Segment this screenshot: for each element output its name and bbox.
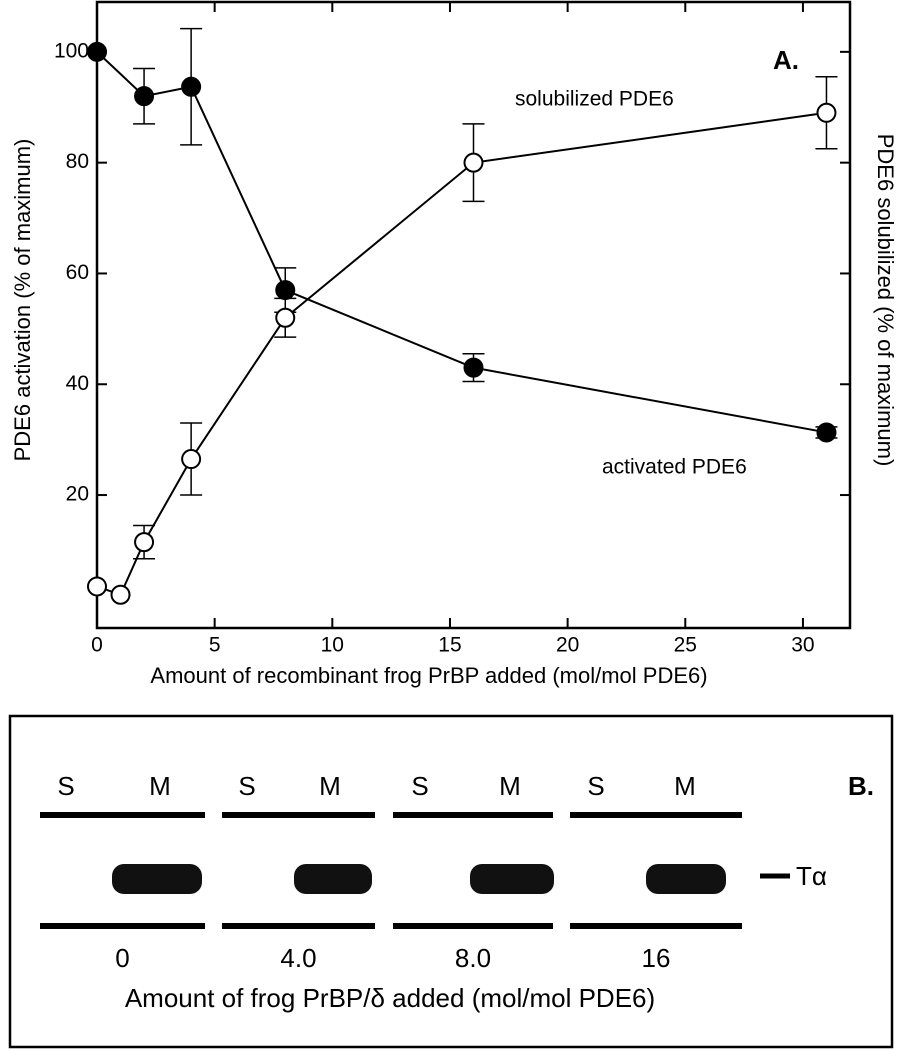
- blot-band: [646, 864, 726, 894]
- lane-m-label: M: [499, 771, 521, 801]
- lane-s-label: S: [587, 771, 604, 801]
- lane-m-label: M: [319, 771, 341, 801]
- x-tick-label: 20: [556, 634, 579, 657]
- lane-m-label: M: [674, 771, 696, 801]
- lane-amount: 0: [115, 943, 129, 973]
- panel-label: B.: [848, 771, 874, 801]
- series-label: activated PDE6: [602, 456, 747, 479]
- y-tick-label: 100: [54, 39, 89, 62]
- data-point: [134, 86, 155, 107]
- y-tick-label: 20: [66, 483, 89, 506]
- lane-s-label: S: [57, 771, 74, 801]
- data-point: [463, 357, 484, 378]
- lane-amount: 8.0: [455, 943, 491, 973]
- series-line: [96, 111, 827, 597]
- lane-s-label: S: [238, 771, 255, 801]
- x-tick-label: 15: [438, 634, 461, 657]
- plot-frame: [95, 0, 852, 630]
- panel-label: A.: [773, 45, 799, 75]
- panel-b-frame: [8, 714, 894, 1049]
- data-point: [816, 422, 837, 443]
- y-tick-label: 80: [66, 150, 89, 173]
- data-point: [275, 307, 296, 328]
- y-tick-label: 40: [66, 372, 89, 395]
- blot-band: [470, 864, 554, 894]
- data-point: [134, 532, 155, 553]
- x-tick-label: 10: [321, 634, 344, 657]
- data-point: [181, 76, 202, 97]
- series-line: [96, 51, 827, 434]
- x-tick-label: 30: [791, 634, 814, 657]
- data-point: [463, 152, 484, 173]
- band-label: Tα: [796, 861, 827, 891]
- x-tick-label: 5: [209, 634, 221, 657]
- data-point: [87, 576, 107, 597]
- x-tick-label: 0: [91, 634, 103, 657]
- blot-band: [294, 864, 372, 894]
- series-label: solubilized PDE6: [515, 88, 674, 111]
- y2-axis-label: PDE6 solubilized (% of maximum): [873, 134, 898, 467]
- blot-band: [112, 864, 202, 894]
- x-axis-label: Amount of recombinant frog PrBP added (m…: [150, 663, 707, 688]
- x-tick-label: 25: [674, 634, 697, 657]
- data-point: [275, 280, 296, 301]
- y-tick-label: 60: [66, 261, 89, 284]
- y-axis-label: PDE6 activation (% of maximum): [10, 139, 35, 462]
- data-point: [181, 449, 202, 470]
- lane-amount: 4.0: [280, 943, 316, 973]
- lane-m-label: M: [149, 771, 171, 801]
- data-point: [87, 41, 107, 62]
- data-point: [816, 102, 837, 123]
- blot: S M 0 S M 4.0 S M 8.0 S M 16: [40, 771, 742, 973]
- panel-b-x-label: Amount of frog PrBP/δ added (mol/mol PDE…: [125, 983, 655, 1013]
- lane-amount: 16: [642, 943, 671, 973]
- data-point: [110, 584, 131, 605]
- lane-s-label: S: [411, 771, 428, 801]
